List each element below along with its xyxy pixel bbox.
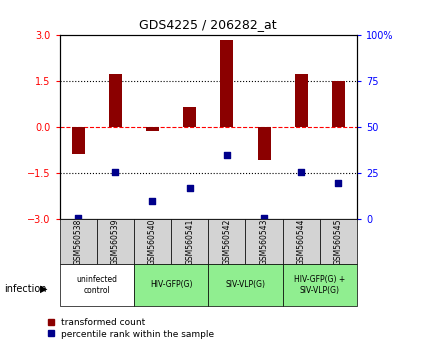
Bar: [134, 219, 171, 264]
Text: GSM560545: GSM560545: [334, 218, 343, 265]
Bar: [183, 108, 196, 127]
Point: [75, 215, 82, 221]
Bar: [258, 127, 271, 160]
Text: GSM560541: GSM560541: [185, 218, 194, 265]
Point: [335, 180, 342, 185]
Text: GSM560540: GSM560540: [148, 218, 157, 265]
Text: GDS4225 / 206282_at: GDS4225 / 206282_at: [139, 18, 277, 31]
Text: GSM560542: GSM560542: [222, 218, 231, 265]
Bar: [220, 40, 233, 127]
Bar: [245, 219, 283, 264]
Bar: [171, 219, 208, 264]
Text: HIV-GFP(G) +
SIV-VLP(G): HIV-GFP(G) + SIV-VLP(G): [294, 275, 346, 295]
Text: GSM560538: GSM560538: [74, 218, 82, 265]
Point: [186, 185, 193, 191]
Bar: [332, 81, 345, 127]
Bar: [60, 264, 134, 306]
Point: [149, 198, 156, 204]
Point: [112, 169, 119, 175]
Point: [261, 215, 267, 221]
Point: [298, 169, 305, 175]
Bar: [134, 264, 208, 306]
Text: ▶: ▶: [40, 284, 47, 293]
Text: GSM560543: GSM560543: [260, 218, 269, 265]
Bar: [60, 219, 96, 264]
Bar: [320, 219, 357, 264]
Text: uninfected
control: uninfected control: [76, 275, 117, 295]
Bar: [208, 264, 283, 306]
Text: SIV-VLP(G): SIV-VLP(G): [225, 280, 266, 290]
Text: HIV-GFP(G): HIV-GFP(G): [150, 280, 192, 290]
Bar: [283, 264, 357, 306]
Text: GSM560539: GSM560539: [111, 218, 120, 265]
Text: infection: infection: [4, 284, 47, 293]
Bar: [208, 219, 245, 264]
Text: GSM560544: GSM560544: [297, 218, 306, 265]
Point: [224, 152, 230, 158]
Bar: [295, 74, 308, 127]
Bar: [109, 74, 122, 127]
Bar: [146, 127, 159, 131]
Legend: transformed count, percentile rank within the sample: transformed count, percentile rank withi…: [47, 318, 215, 338]
Bar: [96, 219, 134, 264]
Bar: [71, 127, 85, 154]
Bar: [283, 219, 320, 264]
